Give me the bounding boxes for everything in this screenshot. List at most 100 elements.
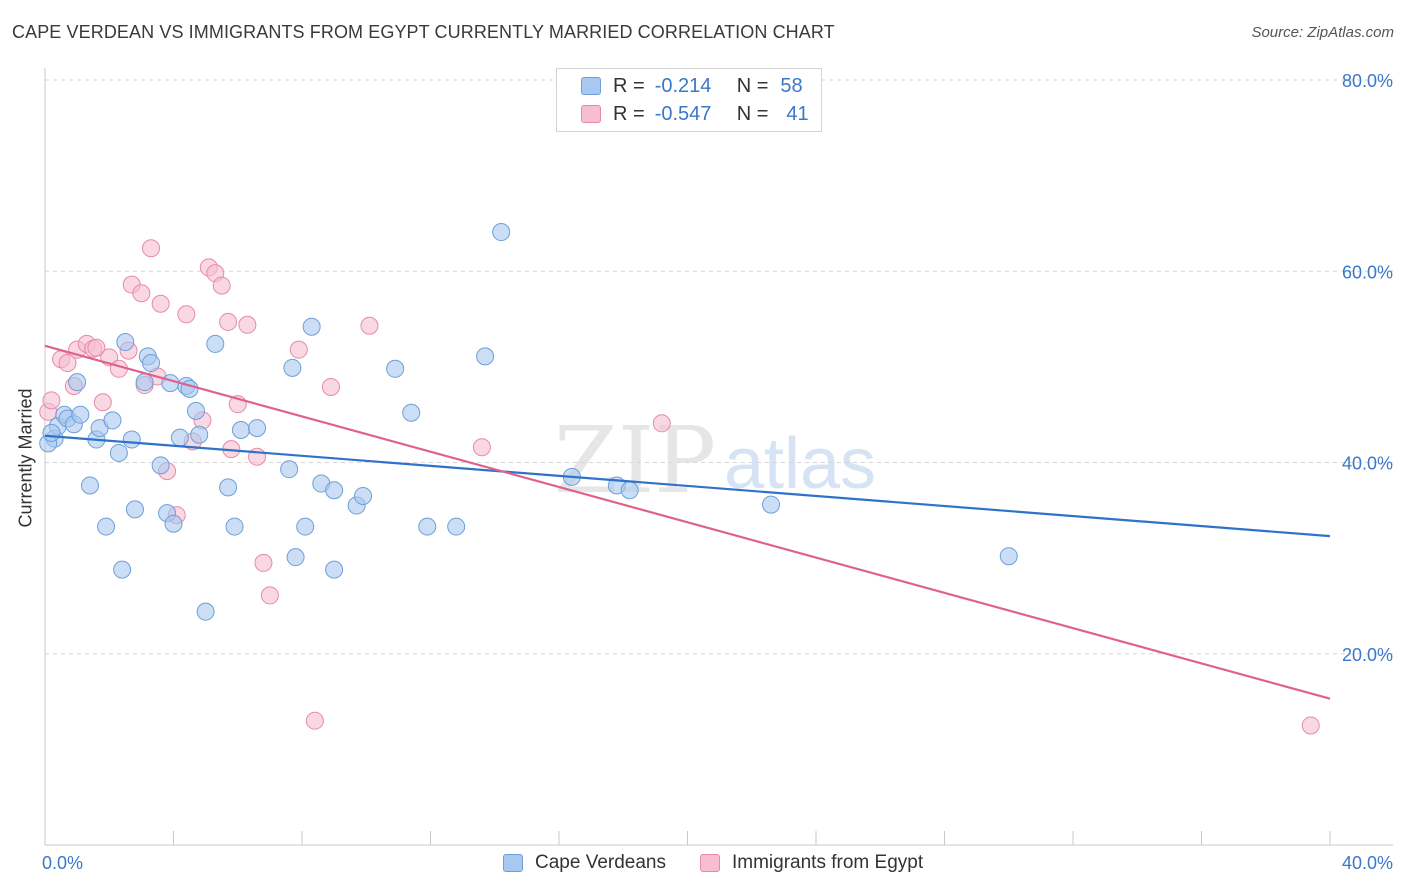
egypt-point: [93, 393, 112, 412]
chart-title: CAPE VERDEAN VS IMMIGRANTS FROM EGYPT CU…: [12, 22, 835, 42]
egypt-point: [212, 276, 231, 295]
egypt-point: [260, 586, 279, 605]
tick-labels-group: 20.0% 40.0% 60.0% 80.0% 0.0% 40.0%: [42, 71, 1393, 873]
egypt-point: [58, 354, 77, 373]
cape-verdean-point: [186, 401, 205, 420]
egypt-point: [360, 316, 379, 335]
cape-verdean-point: [231, 420, 250, 439]
cape-verdean-point: [97, 517, 116, 536]
cape-verdean-point: [354, 486, 373, 505]
bottom-legend: Cape Verdeans Immigrants from Egypt: [0, 850, 1406, 878]
cape-verdean-point: [142, 354, 161, 373]
cape-verdean-point: [248, 419, 267, 438]
cape-verdean-point: [620, 481, 639, 500]
cape-verdean-point: [225, 517, 244, 536]
egypt-point: [132, 284, 151, 303]
egypt-point: [472, 438, 491, 457]
cape-verdean-point: [418, 517, 437, 536]
cape-verdean-point: [302, 317, 321, 336]
cape-verdean-point: [42, 423, 61, 442]
cape-verdean-point: [999, 547, 1018, 566]
cape-verdean-point: [325, 481, 344, 500]
cape-verdean-point: [402, 403, 421, 422]
pink-swatch: [700, 854, 720, 872]
cape-verdean-point: [125, 500, 144, 519]
egypt-point: [254, 553, 273, 572]
cape-verdean-point: [161, 374, 180, 393]
legend-label: Immigrants from Egypt: [732, 852, 924, 873]
cape-verdean-point: [122, 430, 141, 449]
y-axis-label: Currently Married: [15, 388, 36, 528]
y-tick-label: 60.0%: [1342, 262, 1393, 282]
egypt-points-group: [39, 239, 1320, 735]
r-value: -0.214: [654, 74, 712, 97]
egypt-point: [305, 711, 324, 730]
cape-verdean-point: [386, 359, 405, 378]
source-credit: Source: ZipAtlas.com: [1251, 24, 1394, 41]
cape-verdean-point: [109, 443, 128, 462]
cape-verdean-point: [71, 405, 90, 424]
cape-verdean-point: [196, 602, 215, 621]
cape-verdean-point: [447, 517, 466, 536]
cape-verdean-point: [103, 411, 122, 430]
cape-verdean-trend-line: [44, 434, 1331, 538]
egypt-point: [42, 391, 61, 410]
egypt-point: [142, 239, 161, 258]
egypt-point: [177, 305, 196, 324]
cape-verdean-point: [164, 514, 183, 533]
egypt-point: [151, 294, 170, 313]
x-tick-label: 0.0%: [42, 853, 83, 873]
cape-verdean-point: [151, 456, 170, 475]
r-value: -0.547: [654, 102, 712, 125]
egypt-point: [87, 338, 106, 357]
egypt-point: [321, 377, 340, 396]
cape-verdean-point: [113, 560, 132, 579]
cape-verdean-point: [219, 478, 238, 497]
cape-verdean-point: [80, 476, 99, 495]
r-label: R =: [613, 102, 645, 125]
cape-verdean-point: [280, 460, 299, 479]
cape-verdean-point: [135, 373, 154, 392]
n-label: N =: [736, 74, 769, 97]
n-label: N =: [736, 102, 769, 125]
legend-item-egypt[interactable]: Immigrants from Egypt: [700, 852, 923, 874]
n-value: 58: [780, 74, 803, 97]
pink-swatch: [581, 105, 601, 123]
cape-verdean-point: [283, 358, 302, 377]
egypt-point: [238, 315, 257, 334]
egypt-point: [219, 312, 238, 331]
n-value: 41: [786, 102, 809, 125]
x-tick-label: 40.0%: [1342, 853, 1393, 873]
y-tick-label: 20.0%: [1342, 645, 1393, 665]
cape-verdean-point: [296, 517, 315, 536]
stats-row-cape-verdeans: R = -0.214 N = 58: [581, 73, 803, 99]
cape-verdean-points-group: [39, 223, 1018, 621]
y-tick-label: 40.0%: [1342, 454, 1393, 474]
cape-verdean-point: [68, 373, 87, 392]
egypt-point: [289, 340, 308, 359]
cape-verdean-point: [325, 560, 344, 579]
stats-legend-box: R = -0.214 N = 58 R = -0.547 N = 41: [556, 68, 822, 132]
cape-verdean-point: [170, 428, 189, 447]
egypt-point: [1301, 716, 1320, 735]
stats-row-egypt: R = -0.547 N = 41: [581, 101, 809, 127]
r-label: R =: [613, 74, 645, 97]
blue-swatch: [503, 854, 523, 872]
trend-lines-group: [44, 344, 1331, 700]
egypt-point: [652, 414, 671, 433]
egypt-trend-line: [44, 344, 1331, 700]
cape-verdean-point: [286, 548, 305, 567]
cape-verdean-point: [762, 495, 781, 514]
legend-label: Cape Verdeans: [535, 852, 666, 873]
cape-verdean-point: [116, 333, 135, 352]
watermark-zip: ZIP: [554, 407, 716, 514]
axis-layer: [44, 68, 1393, 846]
cape-verdean-point: [190, 425, 209, 444]
cape-verdean-point: [476, 347, 495, 366]
watermark-atlas: atlas: [724, 424, 876, 504]
legend-item-cape-verdeans[interactable]: Cape Verdeans: [503, 852, 666, 874]
y-tick-label: 80.0%: [1342, 71, 1393, 91]
cape-verdean-point: [492, 223, 511, 242]
cape-verdean-point: [206, 334, 225, 353]
